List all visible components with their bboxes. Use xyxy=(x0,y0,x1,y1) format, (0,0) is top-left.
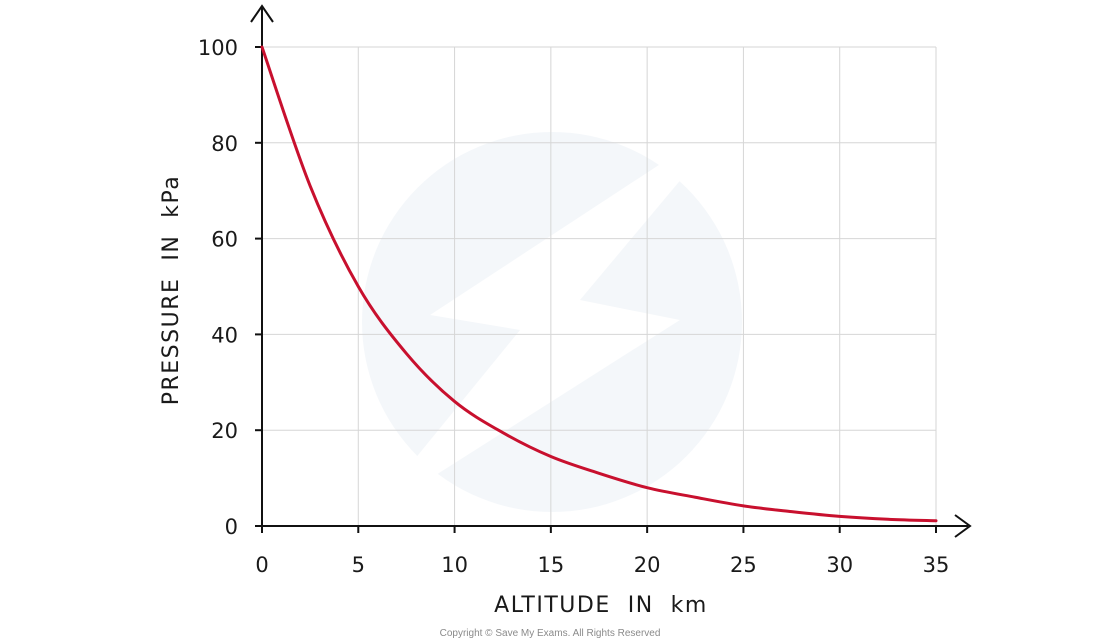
copyright-text: Copyright © Save My Exams. All Rights Re… xyxy=(440,628,661,639)
x-tick-label: 0 xyxy=(255,553,268,577)
axes xyxy=(250,4,972,538)
y-tick-label: 60 xyxy=(211,228,238,252)
x-tick-label: 20 xyxy=(634,553,661,577)
y-tick-label: 20 xyxy=(211,419,238,443)
y-tick-label: 0 xyxy=(225,515,238,539)
y-tick-label: 100 xyxy=(198,36,238,60)
y-tick-label: 40 xyxy=(211,323,238,347)
x-axis-title: ALTITUDE IN km xyxy=(494,593,708,618)
x-axis-arrow-icon xyxy=(954,514,972,538)
pressure-curve xyxy=(260,45,938,523)
x-tick-label: 10 xyxy=(441,553,468,577)
x-tick-label: 35 xyxy=(923,553,950,577)
y-axis-title: PRESSURE IN kPa xyxy=(159,175,184,406)
tick-labels: 0 5 10 15 20 25 30 35 0 20 40 60 80 100 xyxy=(198,36,949,577)
x-tick-label: 30 xyxy=(826,553,853,577)
watermark-logo xyxy=(362,115,742,520)
grid-lines xyxy=(262,46,937,526)
y-axis-arrow-icon xyxy=(250,4,274,23)
x-tick-label: 5 xyxy=(352,553,365,577)
y-tick-label: 80 xyxy=(211,132,238,156)
x-tick-label: 15 xyxy=(537,553,564,577)
x-tick-label: 25 xyxy=(730,553,757,577)
